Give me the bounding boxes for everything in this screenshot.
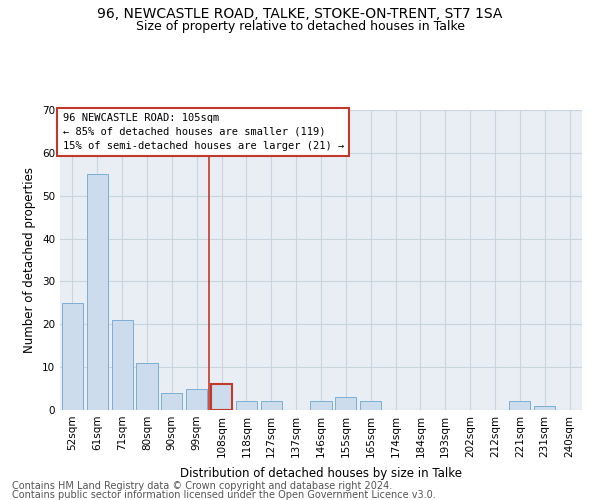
Bar bbox=[509, 402, 530, 410]
Text: 96 NEWCASTLE ROAD: 105sqm
← 85% of detached houses are smaller (119)
15% of semi: 96 NEWCASTLE ROAD: 105sqm ← 85% of detac… bbox=[62, 113, 344, 151]
Bar bbox=[360, 402, 381, 410]
Bar bbox=[62, 303, 83, 410]
Bar bbox=[136, 363, 158, 410]
Bar bbox=[161, 393, 182, 410]
Bar bbox=[310, 402, 332, 410]
Bar bbox=[236, 402, 257, 410]
Bar bbox=[261, 402, 282, 410]
Bar bbox=[186, 388, 207, 410]
Bar bbox=[211, 384, 232, 410]
Y-axis label: Number of detached properties: Number of detached properties bbox=[23, 167, 37, 353]
Bar bbox=[112, 320, 133, 410]
Text: Distribution of detached houses by size in Talke: Distribution of detached houses by size … bbox=[180, 468, 462, 480]
Text: Contains public sector information licensed under the Open Government Licence v3: Contains public sector information licen… bbox=[12, 490, 436, 500]
Bar bbox=[335, 397, 356, 410]
Bar bbox=[87, 174, 108, 410]
Bar bbox=[534, 406, 555, 410]
Text: Contains HM Land Registry data © Crown copyright and database right 2024.: Contains HM Land Registry data © Crown c… bbox=[12, 481, 392, 491]
Text: Size of property relative to detached houses in Talke: Size of property relative to detached ho… bbox=[136, 20, 464, 33]
Text: 96, NEWCASTLE ROAD, TALKE, STOKE-ON-TRENT, ST7 1SA: 96, NEWCASTLE ROAD, TALKE, STOKE-ON-TREN… bbox=[97, 8, 503, 22]
